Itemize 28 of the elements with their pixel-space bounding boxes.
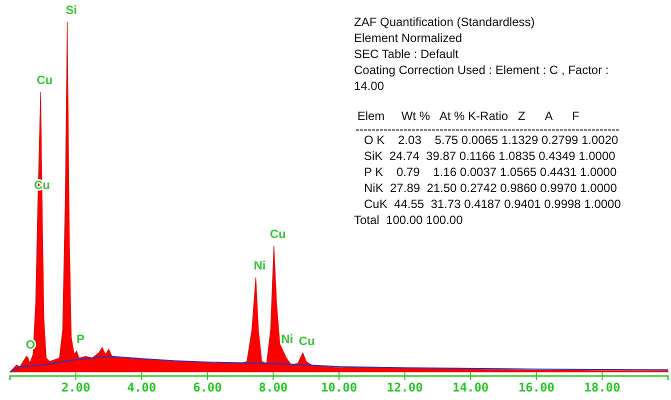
x-tick-label: 16.00	[518, 380, 554, 395]
annotation: SEC Table : Default	[354, 47, 460, 61]
x-tick-label: 10.00	[320, 380, 358, 395]
x-tick-label: 2.00	[61, 380, 90, 395]
annotation: P	[76, 332, 84, 346]
annotation: Total 100.00 100.00	[354, 213, 464, 227]
annotation: Si	[66, 3, 77, 17]
annotation: Elem Wt % At % K-Ratio Z A F	[354, 109, 580, 123]
x-tick-label: 6.00	[192, 380, 222, 395]
x-tick-label: 8.00	[258, 380, 288, 395]
annotation: Ni	[281, 332, 294, 346]
annotation: CuK 44.55 31.73 0.4187 0.9401 0.9998 1.0000	[354, 197, 622, 211]
annotation: ZAF Quantification (Standardless)	[354, 15, 535, 29]
annotation: P K 0.79 1.16 0.0037 1.0565 0.4431 1.0000	[354, 165, 617, 179]
x-tick-label: 18.00	[584, 380, 620, 395]
annotation: 14.00	[354, 79, 384, 93]
x-tick-label: 4.00	[127, 380, 156, 395]
annotation: NiK 27.89 21.50 0.2742 0.9860 0.9970 1.0000	[354, 181, 618, 195]
annotation: Cu	[36, 73, 53, 87]
annotation: Ni	[254, 258, 266, 272]
annotation: Coating Correction Used : Element : C , Factor :	[354, 63, 609, 77]
x-tick-label: 12.00	[386, 380, 423, 395]
annotation: O K 2.03 5.75 0.0065 1.1329 0.2799 1.0020	[354, 133, 619, 147]
annotation: Cu	[298, 334, 315, 348]
x-tick-label: 14.00	[452, 380, 489, 395]
annotation: SiK 24.74 39.87 0.1166 1.0835 0.4349 1.0000	[354, 149, 616, 163]
annotation: Cu	[270, 227, 286, 241]
annotation: Element Normalized	[354, 31, 462, 45]
